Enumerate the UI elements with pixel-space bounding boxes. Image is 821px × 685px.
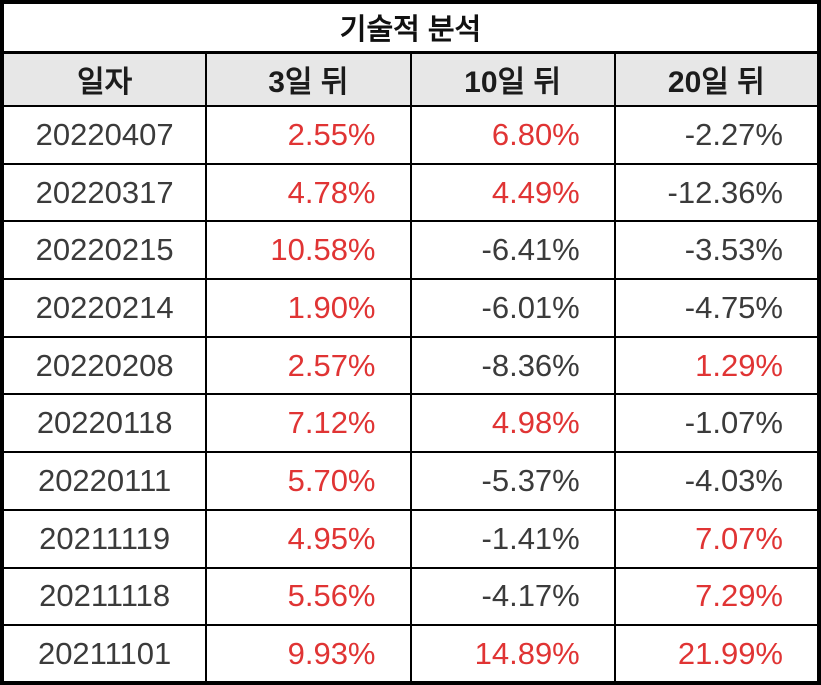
positive-return-cell: 6.80%	[409, 105, 616, 165]
positive-return-cell: 2.57%	[205, 335, 412, 396]
negative-return-cell: -4.75%	[613, 278, 821, 338]
table-row: 20220214 1.90% -6.01% -4.75%	[0, 278, 821, 338]
positive-return-cell: 21.99%	[613, 624, 821, 684]
date-cell: 20220214	[0, 278, 208, 338]
positive-return-cell: 5.56%	[205, 566, 412, 627]
date-cell: 20220208	[0, 335, 208, 396]
date-cell: 20220317	[0, 162, 208, 223]
column-header-10day: 10일 뒤	[409, 51, 616, 107]
positive-return-cell: 1.29%	[613, 335, 821, 396]
positive-return-cell: 4.98%	[409, 393, 616, 454]
date-cell: 20220215	[0, 220, 208, 281]
negative-return-cell: -2.27%	[613, 105, 821, 165]
negative-return-cell: -1.07%	[613, 393, 821, 454]
date-cell: 20220118	[0, 393, 208, 454]
table-header-row: 일자 3일 뒤 10일 뒤 20일 뒤	[0, 51, 821, 107]
negative-return-cell: -3.53%	[613, 220, 821, 281]
column-header-20day: 20일 뒤	[613, 51, 821, 107]
positive-return-cell: 2.55%	[205, 105, 412, 165]
negative-return-cell: -8.36%	[409, 335, 616, 396]
table-row: 20211101 9.93% 14.89% 21.99%	[0, 624, 821, 684]
date-cell: 20211119	[0, 508, 208, 569]
table-row: 20220118 7.12% 4.98% -1.07%	[0, 393, 821, 454]
positive-return-cell: 5.70%	[205, 451, 412, 511]
positive-return-cell: 4.49%	[409, 162, 616, 223]
table-row: 20211119 4.95% -1.41% 7.07%	[0, 508, 821, 569]
negative-return-cell: -4.03%	[613, 451, 821, 511]
positive-return-cell: 4.95%	[205, 508, 412, 569]
negative-return-cell: -12.36%	[613, 162, 821, 223]
positive-return-cell: 7.07%	[613, 508, 821, 569]
negative-return-cell: -4.17%	[409, 566, 616, 627]
negative-return-cell: -6.41%	[409, 220, 616, 281]
table-row: 20220208 2.57% -8.36% 1.29%	[0, 335, 821, 396]
negative-return-cell: -6.01%	[409, 278, 616, 338]
positive-return-cell: 7.29%	[613, 566, 821, 627]
column-header-date: 일자	[0, 51, 208, 107]
table-row: 20220215 10.58% -6.41% -3.53%	[0, 220, 821, 281]
table-row: 20211118 5.56% -4.17% 7.29%	[0, 566, 821, 627]
negative-return-cell: -1.41%	[409, 508, 616, 569]
positive-return-cell: 7.12%	[205, 393, 412, 454]
table-row: 20220407 2.55% 6.80% -2.27%	[0, 105, 821, 165]
date-cell: 20211118	[0, 566, 208, 627]
positive-return-cell: 9.93%	[205, 624, 412, 684]
negative-return-cell: -5.37%	[409, 451, 616, 511]
table-title-row: 기술적 분석	[1, 1, 820, 54]
positive-return-cell: 14.89%	[409, 624, 616, 684]
date-cell: 20220111	[0, 451, 208, 511]
table-row: 20220317 4.78% 4.49% -12.36%	[0, 162, 821, 223]
table-body: 20220407 2.55% 6.80% -2.27% 20220317 4.78% 4.4…	[0, 105, 821, 684]
positive-return-cell: 4.78%	[205, 162, 412, 223]
table-title: 기술적 분석	[1, 1, 820, 54]
date-cell: 20220407	[0, 105, 208, 165]
positive-return-cell: 1.90%	[205, 278, 412, 338]
positive-return-cell: 10.58%	[205, 220, 412, 281]
date-cell: 20211101	[0, 624, 208, 684]
column-header-3day: 3일 뒤	[205, 51, 412, 107]
table-row: 20220111 5.70% -5.37% -4.03%	[0, 451, 821, 511]
